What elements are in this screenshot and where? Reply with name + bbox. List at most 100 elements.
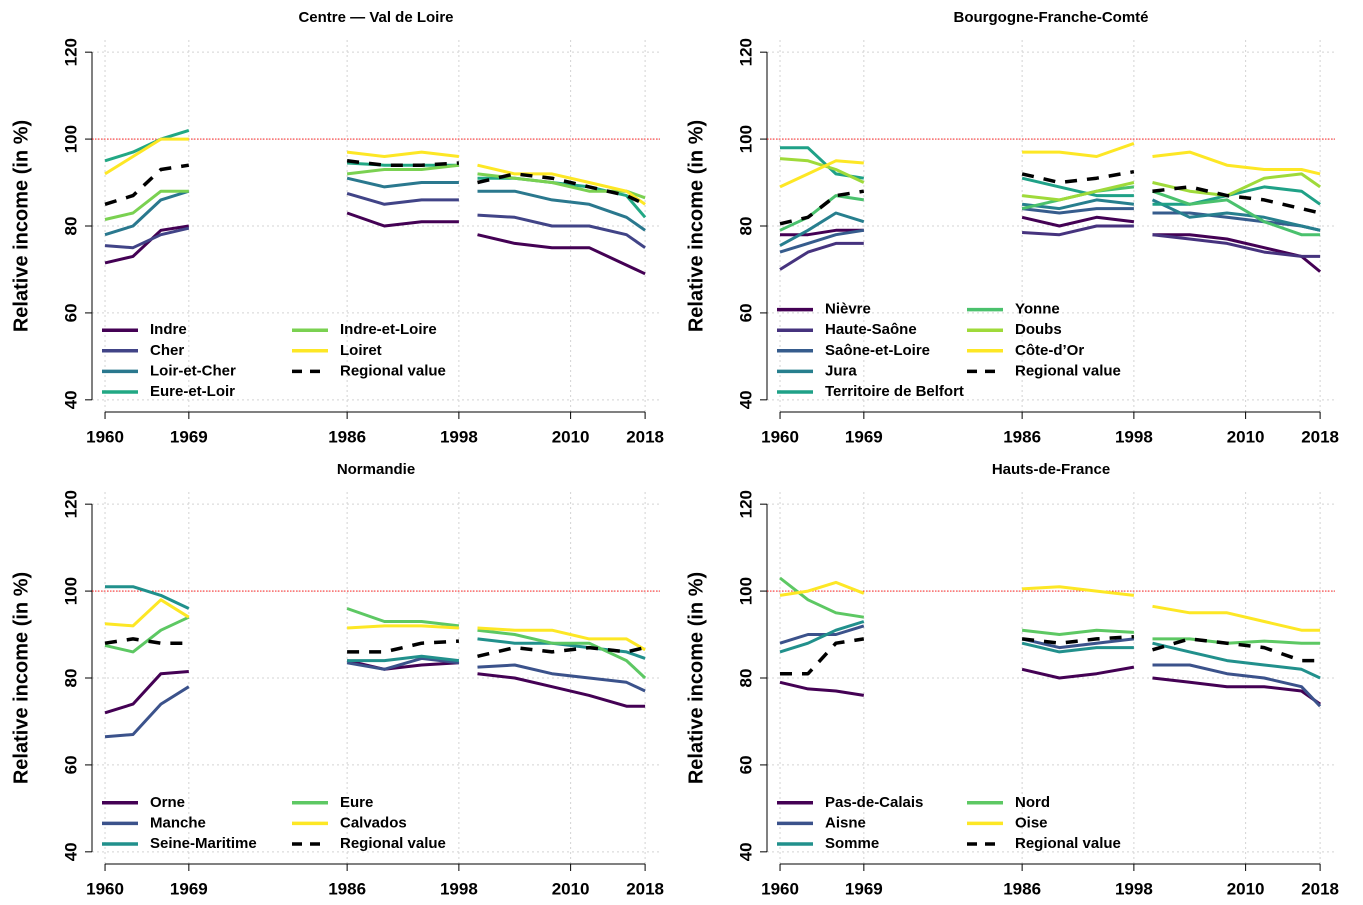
chart-title: Normandie [337,461,415,478]
y-tick-label: 80 [61,669,80,688]
x-tick-label: 1998 [1115,879,1153,898]
legend-label: Indre-et-Loire [340,321,437,338]
y-tick-label: 100 [61,577,80,605]
y-tick-label: 60 [736,303,755,322]
series-line [104,656,646,739]
legend-label: Orne [150,794,185,811]
y-tick-label: 40 [736,390,755,409]
y-tick-label: 60 [61,755,80,774]
legend-label: Regional value [340,362,446,379]
y-tick-label: 80 [736,217,755,236]
x-tick-label: 1986 [328,427,366,446]
x-tick-label: 1986 [1003,427,1041,446]
legend-label: Territoire de Belfort [825,383,964,400]
y-tick-label: 100 [61,125,80,153]
series-line [779,141,1321,189]
y-tick-label: 100 [736,577,755,605]
series-line [780,634,1321,676]
x-tick-label: 1960 [761,427,799,446]
series-line [104,637,646,659]
x-tick-label: 1986 [1003,879,1041,898]
legend-label: Eure [340,794,373,811]
legend-label: Manche [150,814,206,831]
legend-label: Côte-d’Or [1015,342,1084,359]
y-tick-label: 60 [736,755,755,774]
chart-title: Centre — Val de Loire [298,9,453,26]
x-tick-label: 1986 [328,879,366,898]
series-line [104,211,646,276]
series-line [779,224,1321,271]
series-line [779,620,1321,680]
x-tick-label: 1998 [440,427,478,446]
legend-label: Yonne [1015,301,1060,318]
y-tick-label: 40 [736,842,755,861]
chart-title: Bourgogne-Franche-Comté [954,9,1149,26]
legend-label: Regional value [1015,835,1121,852]
legend-label: Indre [150,321,187,338]
legend-label: Regional value [1015,362,1121,379]
y-tick-label: 120 [61,490,80,518]
chart-title: Hauts-de-France [992,461,1110,478]
y-tick-label: 40 [61,842,80,861]
series-line [779,624,1322,708]
legend-label: Regional value [340,835,446,852]
x-tick-label: 1969 [170,427,208,446]
series-line [104,137,646,206]
y-tick-label: 120 [736,490,755,518]
series-line [779,169,1321,226]
legend-label: Nord [1015,794,1050,811]
y-tick-label: 120 [736,38,755,66]
series-line [779,580,1321,632]
legend-label: Seine-Maritime [150,835,257,852]
x-tick-label: 1969 [845,879,883,898]
x-tick-label: 1998 [440,879,478,898]
legend-label: Oise [1015,814,1048,831]
legend-label: Loir-et-Cher [150,362,236,379]
y-tick-label: 120 [61,38,80,66]
series-line [104,159,646,206]
legend-label: Eure-et-Loir [150,383,235,400]
y-tick-label: 100 [736,125,755,153]
x-tick-label: 1998 [1115,427,1153,446]
legend-label: Cher [150,342,184,359]
series-line [780,146,1321,206]
legend-label: Nièvre [825,301,871,318]
y-axis-label: Relative income (in %) [10,572,32,784]
x-tick-label: 1969 [170,879,208,898]
series-line [779,198,1321,247]
legend-label: Somme [825,835,879,852]
y-axis-label: Relative income (in %) [685,572,707,784]
series-line [780,215,1322,273]
y-tick-label: 60 [61,303,80,322]
legend-label: Haute-Saône [825,321,917,338]
series-line [104,128,647,219]
legend-label: Loiret [340,342,382,359]
x-tick-label: 2018 [1301,427,1339,446]
y-axis-label: Relative income (in %) [685,120,707,332]
x-tick-label: 2018 [626,879,664,898]
legend-label: Jura [825,362,857,379]
x-tick-label: 2010 [552,427,590,446]
series-line [104,598,646,652]
legend-label: Calvados [340,814,407,831]
legend-label: Saône-et-Loire [825,342,930,359]
y-tick-label: 40 [61,390,80,409]
x-tick-label: 1960 [86,427,124,446]
y-axis-label: Relative income (in %) [10,120,32,332]
series-line [104,607,647,680]
y-tick-label: 80 [736,669,755,688]
x-tick-label: 1960 [761,879,799,898]
x-tick-label: 2010 [1227,879,1265,898]
x-tick-label: 1969 [845,427,883,446]
series-line [105,585,646,663]
series-line [779,157,1321,202]
y-tick-label: 80 [61,217,80,236]
x-tick-label: 2010 [1227,427,1265,446]
x-tick-label: 1960 [86,879,124,898]
legend-label: Aisne [825,814,866,831]
x-tick-label: 2018 [1301,879,1339,898]
legend-label: Pas-de-Calais [825,794,923,811]
legend-label: Doubs [1015,321,1062,338]
series-line [104,163,646,221]
